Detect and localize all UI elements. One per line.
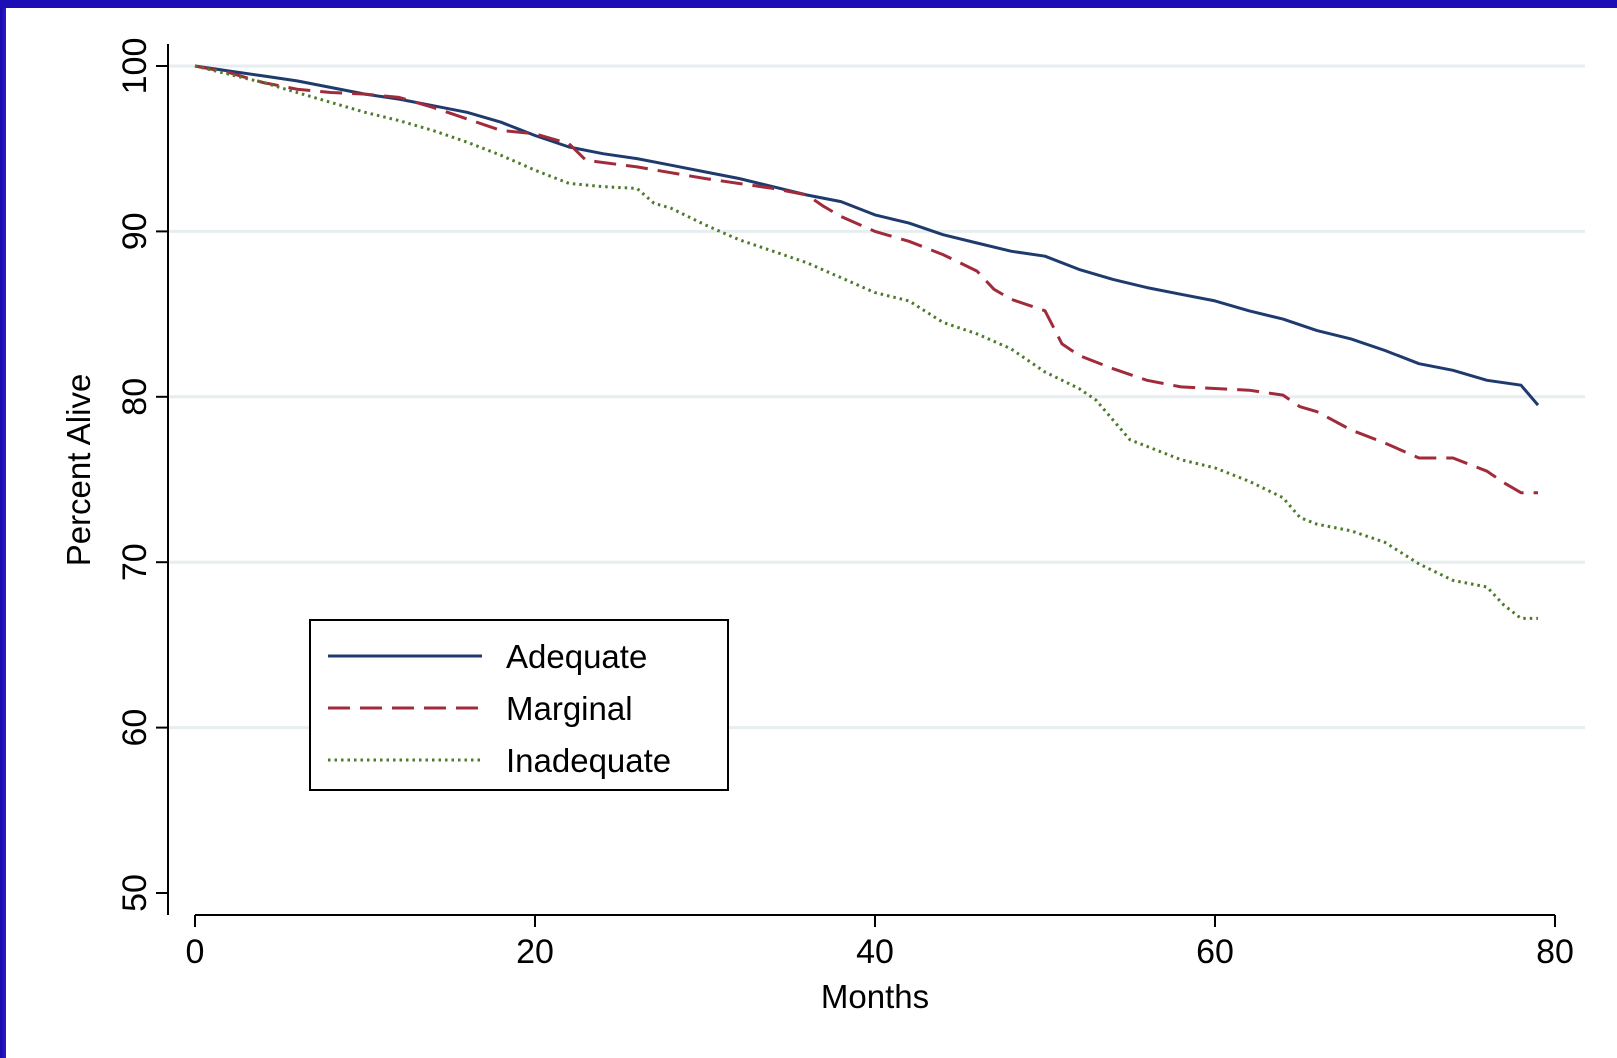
x-tick-label-40: 40 xyxy=(856,933,894,971)
legend-label-inadequate: Inadequate xyxy=(506,742,671,779)
series-line-inadequate xyxy=(194,64,1538,620)
x-tick-label-80: 80 xyxy=(1536,933,1574,971)
legend-box xyxy=(309,619,729,791)
legend-label-marginal: Marginal xyxy=(506,690,633,727)
y-tick-label-100: 100 xyxy=(116,38,154,95)
slide-top-border xyxy=(0,0,1617,8)
series-line-marginal xyxy=(194,64,1538,495)
series-lines xyxy=(194,64,1540,620)
y-tick-label-70: 70 xyxy=(116,543,154,581)
y-tick-label-60: 60 xyxy=(116,709,154,747)
x-tick-label-0: 0 xyxy=(186,933,205,971)
x-tick-label-60: 60 xyxy=(1196,933,1234,971)
chart-panel xyxy=(12,8,1617,1058)
x-axis-title: Months xyxy=(821,978,929,1015)
y-tick-label-90: 90 xyxy=(116,212,154,250)
y-axis-title: Percent Alive xyxy=(60,374,97,567)
series-line-adequate xyxy=(194,64,1540,407)
axes: 50 60 70 80 90 100 0 20 40 60 80 xyxy=(116,38,1574,971)
y-tick-label-50: 50 xyxy=(116,874,154,912)
legend-label-adequate: Adequate xyxy=(506,638,647,675)
y-tick-label-80: 80 xyxy=(116,378,154,416)
legend: Adequate Marginal Inadequate xyxy=(309,619,729,791)
x-tick-label-20: 20 xyxy=(516,933,554,971)
